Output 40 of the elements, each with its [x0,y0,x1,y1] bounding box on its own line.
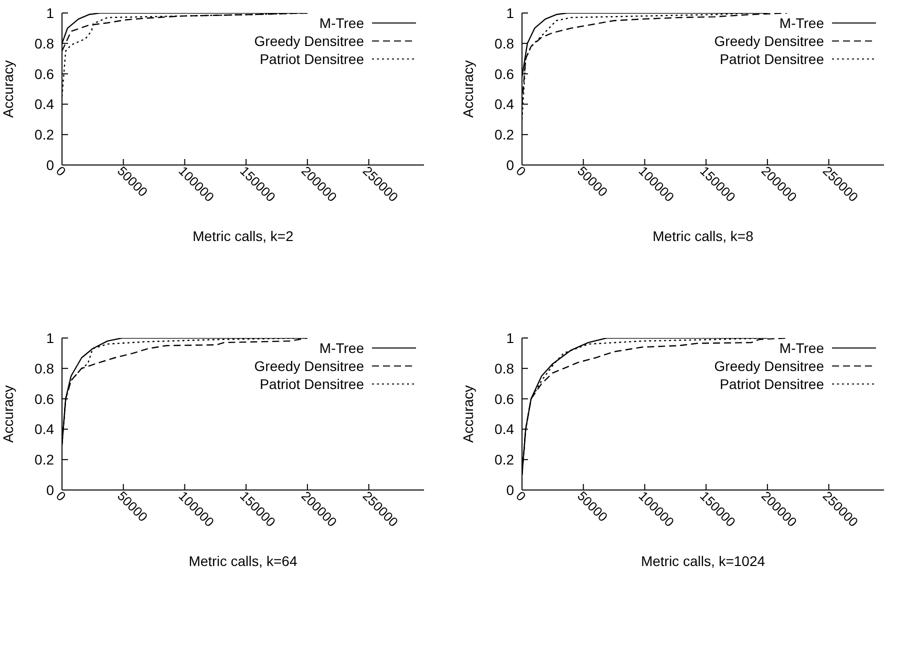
legend-label: M-Tree [319,15,364,31]
legend-label: Patriot Densitree [260,376,364,392]
y-tick-label: 0.6 [494,66,514,82]
y-tick-label: 0.8 [34,35,54,52]
x-axis-title: Metric calls, k=64 [188,553,298,569]
y-tick-label: 1 [506,4,514,21]
y-axis-title: Accuracy [0,60,16,118]
y-tick-label: 0.4 [34,96,54,112]
y-tick-label: 0.4 [494,96,514,112]
y-axis-title: Accuracy [460,385,476,443]
y-axis-title: Accuracy [0,385,16,443]
x-axis-title: Metric calls, k=2 [192,228,294,244]
legend-label: Greedy Densitree [254,33,364,49]
legend-label: Greedy Densitree [714,358,824,374]
y-tick-label: 0.8 [494,35,514,52]
y-axis-title: Accuracy [460,60,476,118]
legend-label: M-Tree [779,340,824,356]
y-tick-label: 0.2 [494,126,514,143]
y-tick-label: 0.6 [34,390,54,407]
legend-label: Patriot Densitree [260,51,364,67]
y-tick-label: 1 [46,330,54,346]
y-tick-label: 1 [46,4,54,21]
y-tick-label: 0.4 [34,421,54,438]
x-axis-title: Metric calls, k=1024 [640,553,766,569]
legend-label: Patriot Densitree [720,51,824,67]
y-tick-label: 1 [506,330,514,346]
y-tick-label: 0.2 [34,126,54,143]
y-tick-label: 0.8 [34,360,54,376]
y-tick-label: 0.6 [494,390,514,407]
legend-label: Greedy Densitree [254,358,364,374]
legend-label: Greedy Densitree [714,33,824,49]
y-tick-label: 0.6 [34,66,54,82]
legend-label: Patriot Densitree [720,376,824,392]
y-tick-label: 0.8 [494,360,514,376]
legend-label: M-Tree [319,340,364,356]
y-tick-label: 0.4 [494,421,514,438]
legend-label: M-Tree [779,15,824,31]
x-axis-title: Metric calls, k=8 [652,228,754,244]
y-tick-label: 0.2 [34,452,54,468]
y-tick-label: 0.2 [494,452,514,468]
